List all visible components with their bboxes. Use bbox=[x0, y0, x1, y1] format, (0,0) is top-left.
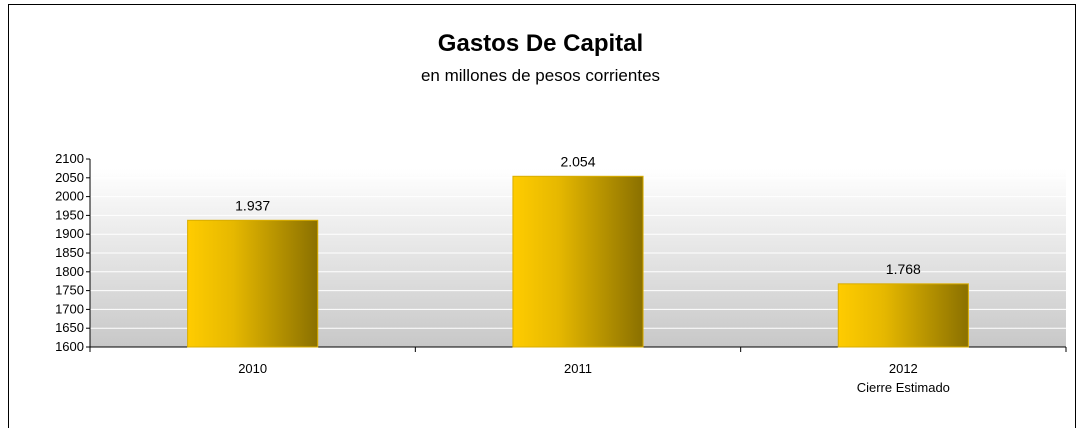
y-tick-label: 1950 bbox=[55, 207, 84, 222]
y-tick-label: 1650 bbox=[55, 320, 84, 335]
x-tick-label: 2011 bbox=[564, 361, 592, 376]
chart-title: Gastos De Capital bbox=[437, 30, 644, 57]
y-tick-label: 2000 bbox=[55, 189, 84, 204]
x-tick-label: 2012 bbox=[889, 361, 918, 376]
y-tick-label: 1600 bbox=[55, 339, 84, 354]
y-tick-label: 2050 bbox=[55, 170, 84, 185]
bar bbox=[837, 283, 969, 348]
chart-subtitle: en millones de pesos corrientes bbox=[420, 66, 661, 85]
y-tick-label: 1700 bbox=[55, 301, 84, 316]
y-tick-label: 1800 bbox=[55, 264, 84, 279]
chart-frame bbox=[8, 4, 1076, 428]
y-tick-label: 1850 bbox=[55, 245, 84, 260]
bar bbox=[512, 175, 644, 348]
data-label: 2.054 bbox=[560, 153, 595, 169]
y-tick-label: 2100 bbox=[55, 151, 84, 166]
data-label: 1.768 bbox=[886, 261, 921, 277]
x-tick-sublabel: Cierre Estimado bbox=[857, 380, 950, 395]
y-tick-label: 1900 bbox=[55, 226, 84, 241]
x-tick-label: 2010 bbox=[238, 361, 267, 376]
bar bbox=[187, 219, 319, 348]
data-label: 1.937 bbox=[235, 197, 270, 213]
y-tick-label: 1750 bbox=[55, 283, 84, 298]
